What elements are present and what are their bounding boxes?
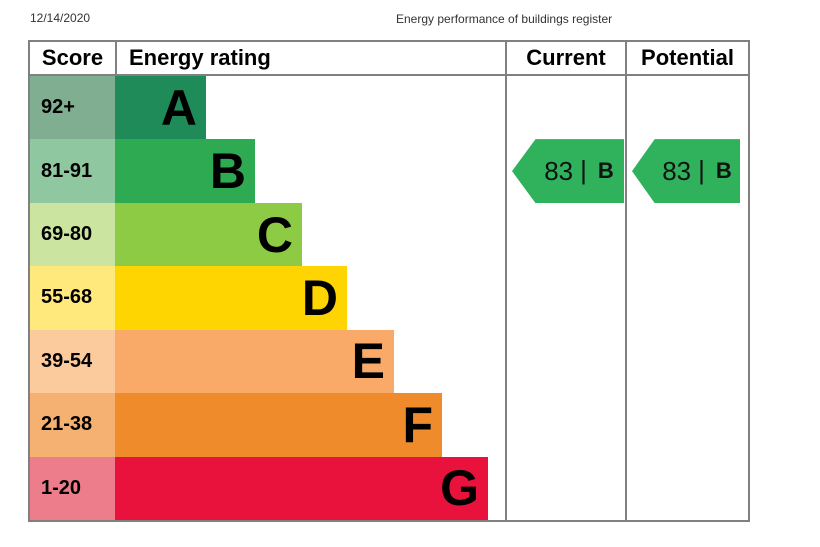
- score-range-cell: 69-80: [30, 202, 115, 267]
- energy-bands-chart: 92+ A 81-91 B 69-80 C 55-68 D 39-54: [30, 76, 505, 520]
- column-header-current: Current: [507, 42, 627, 74]
- potential-rating-arrow: 83 | B: [632, 139, 740, 204]
- energy-band-letter: A: [160, 79, 197, 136]
- current-rating-arrow: 83 | B: [512, 139, 624, 204]
- energy-band-letter: D: [301, 269, 338, 326]
- current-rating-column: 83 | B: [505, 76, 625, 520]
- energy-band-row: 81-91 B: [30, 139, 505, 203]
- score-range-cell: 39-54: [30, 329, 115, 394]
- column-header-potential: Potential: [641, 45, 734, 70]
- energy-band-row: 39-54 E: [30, 329, 505, 394]
- column-header-energy-rating: Energy rating: [117, 42, 507, 74]
- page-title: Energy performance of buildings register: [396, 12, 613, 26]
- current-rating-divider: |: [580, 154, 587, 185]
- score-range-cell: 81-91: [30, 139, 115, 203]
- print-date: 12/14/2020: [30, 11, 91, 25]
- score-range-cell: 55-68: [30, 266, 115, 330]
- energy-band-letter: C: [256, 206, 293, 263]
- score-range-cell: 1-20: [30, 456, 115, 520]
- energy-band-bar: E: [115, 329, 394, 394]
- score-range-label: 69-80: [41, 223, 93, 246]
- energy-band-bar: B: [115, 139, 255, 203]
- energy-band-row: 21-38 F: [30, 393, 505, 457]
- epc-rating-table: Score Energy rating Current Potential 92…: [28, 40, 750, 522]
- potential-rating-value: 83: [662, 155, 692, 186]
- score-range-label: 21-38: [41, 413, 93, 436]
- potential-rating-divider: |: [698, 154, 705, 185]
- score-range-cell: 92+: [30, 76, 115, 140]
- score-range-label: 92+: [41, 96, 75, 119]
- energy-band-letter: F: [402, 396, 433, 453]
- column-header-score: Score: [30, 42, 117, 74]
- score-range-label: 81-91: [41, 159, 93, 182]
- potential-rating-column: 83 | B: [625, 76, 748, 520]
- current-rating-value: 83: [544, 155, 574, 186]
- energy-band-bar: C: [115, 202, 302, 267]
- energy-band-letter: E: [351, 333, 385, 390]
- score-range-label: 55-68: [41, 286, 93, 309]
- score-range-label: 1-20: [41, 476, 82, 499]
- score-range-cell: 21-38: [30, 393, 115, 457]
- energy-band-bar: G: [115, 456, 488, 520]
- energy-band-bar: A: [115, 76, 206, 140]
- energy-band-row: 92+ A: [30, 76, 505, 140]
- energy-band-bar: D: [115, 266, 347, 330]
- energy-band-row: 69-80 C: [30, 202, 505, 267]
- score-range-label: 39-54: [41, 349, 93, 372]
- energy-band-bar: F: [115, 393, 442, 457]
- energy-band-row: 1-20 G: [30, 456, 505, 520]
- energy-band-letter: G: [440, 460, 479, 517]
- energy-band-row: 55-68 D: [30, 266, 505, 330]
- potential-arrow-slot: 83 | B: [627, 139, 748, 204]
- energy-band-letter: B: [209, 143, 246, 200]
- current-rating-letter: B: [597, 158, 614, 184]
- current-arrow-slot: 83 | B: [507, 139, 625, 204]
- potential-rating-letter: B: [715, 158, 732, 184]
- table-body: 92+ A 81-91 B 69-80 C 55-68 D 39-54: [30, 76, 748, 520]
- table-header-row: Score Energy rating Current Potential: [30, 42, 748, 76]
